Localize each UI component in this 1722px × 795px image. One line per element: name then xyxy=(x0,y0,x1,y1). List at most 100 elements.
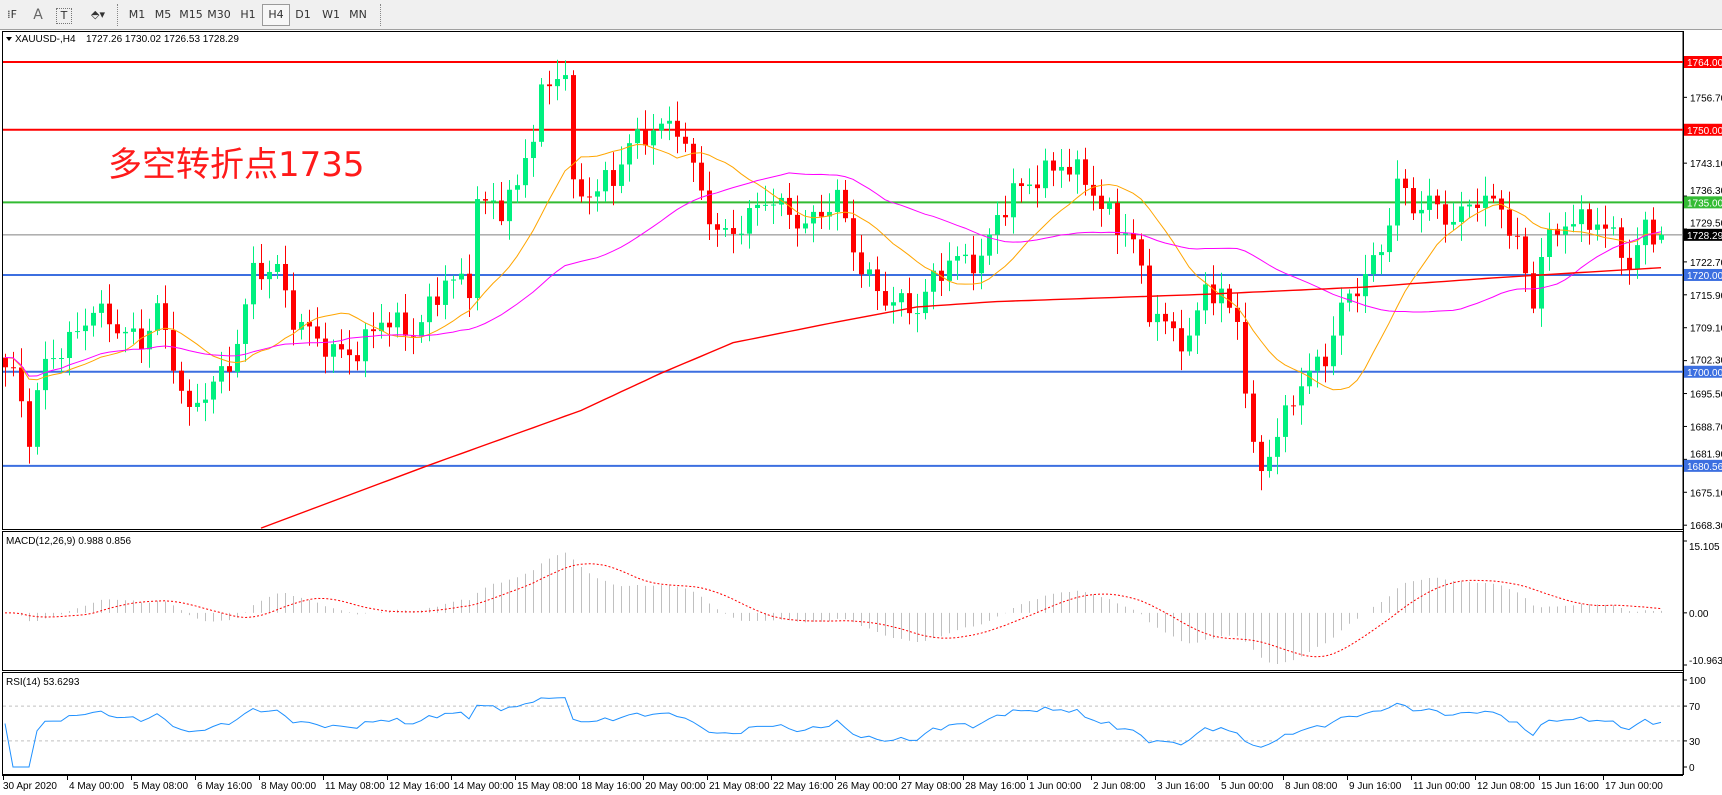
candle-body xyxy=(139,328,144,350)
level-price-badge xyxy=(1684,123,1722,136)
candle-body xyxy=(995,215,1000,235)
price-tick-label: 1722.70 xyxy=(1690,258,1722,269)
timeframe-w1-button[interactable]: W1 xyxy=(322,8,340,21)
candle-186 xyxy=(1491,183,1496,203)
candle-47 xyxy=(379,303,384,339)
candle-118 xyxy=(947,242,952,292)
arrows-tool-icon[interactable]: ⬘▾ xyxy=(91,8,105,21)
price-tick-label: 1681.90 xyxy=(1690,449,1722,460)
time-tick-label: 21 May 08:00 xyxy=(709,781,770,792)
candle-body xyxy=(1083,159,1088,185)
candle-body xyxy=(1603,224,1608,229)
candle-body xyxy=(1419,209,1424,214)
candle-body xyxy=(83,325,88,332)
candle-body xyxy=(1259,441,1264,472)
time-tick-label: 12 Jun 08:00 xyxy=(1477,781,1535,792)
timeframe-m30-button[interactable]: M30 xyxy=(207,8,231,21)
main-chart-panel[interactable] xyxy=(2,31,1684,530)
candle-70 xyxy=(563,60,568,91)
candle-172 xyxy=(1379,244,1384,275)
timeframe-h4-button[interactable]: H4 xyxy=(262,4,290,26)
timeframe-m15-button[interactable]: M15 xyxy=(179,8,203,21)
candle-body xyxy=(1651,219,1656,245)
candle-167 xyxy=(1339,287,1344,355)
candle-body xyxy=(1075,159,1080,175)
candle-body xyxy=(907,293,912,314)
candle-body xyxy=(747,208,752,234)
time-tick-label: 2 Jun 08:00 xyxy=(1093,781,1146,792)
candle-41 xyxy=(331,339,336,374)
candle-45 xyxy=(363,322,368,378)
candle-body xyxy=(947,260,952,281)
candle-148 xyxy=(1187,317,1192,356)
candle-body xyxy=(1659,234,1664,240)
candle-body xyxy=(419,322,424,337)
candle-body xyxy=(523,158,528,186)
candle-61 xyxy=(491,183,496,220)
candle-73 xyxy=(587,177,592,215)
candle-115 xyxy=(923,279,928,320)
candle-body xyxy=(1059,166,1064,171)
timeframe-m5-button[interactable]: M5 xyxy=(154,8,172,21)
grid-properties-icon[interactable]: ⁞F xyxy=(7,8,17,21)
candle-body xyxy=(443,280,448,305)
text-tool-icon[interactable]: A xyxy=(33,7,43,23)
timeframe-m1-button[interactable]: M1 xyxy=(128,8,146,21)
rsi-panel[interactable] xyxy=(2,672,1684,775)
candle-163 xyxy=(1307,353,1312,395)
candle-126 xyxy=(1011,168,1016,234)
candle-body xyxy=(347,349,352,356)
toolbar-separator xyxy=(117,4,120,26)
candle-123 xyxy=(987,228,992,265)
time-tick-label: 8 Jun 08:00 xyxy=(1285,781,1338,792)
candle-9 xyxy=(75,312,80,339)
candle-146 xyxy=(1171,312,1176,342)
candle-body xyxy=(1051,160,1056,171)
candle-90 xyxy=(723,218,728,237)
candle-138 xyxy=(1107,197,1112,215)
candle-body xyxy=(1611,227,1616,229)
candle-150 xyxy=(1203,272,1208,325)
time-tick-label: 8 May 00:00 xyxy=(261,781,316,792)
candle-body xyxy=(51,358,56,360)
candle-60 xyxy=(483,191,488,215)
text-label-tool-icon[interactable]: T xyxy=(56,8,72,24)
candle-78 xyxy=(627,134,632,182)
annotation-text: 多空转折点1735 xyxy=(108,145,365,185)
candle-176 xyxy=(1411,177,1416,220)
macd-tick-label: 15.105 xyxy=(1689,542,1720,553)
timeframe-d1-button[interactable]: D1 xyxy=(295,8,311,21)
candle-body xyxy=(1139,239,1144,266)
candle-body xyxy=(59,358,64,360)
candle-body xyxy=(819,211,824,217)
candle-33 xyxy=(267,260,272,299)
candle-body xyxy=(131,328,136,332)
candle-body xyxy=(1315,356,1320,371)
candle-72 xyxy=(579,163,584,203)
candle-196 xyxy=(1571,204,1576,233)
candle-37 xyxy=(299,313,304,340)
candle-184 xyxy=(1475,188,1480,222)
candle-body xyxy=(1395,178,1400,226)
candle-19 xyxy=(155,295,160,336)
candle-body xyxy=(1443,204,1448,225)
candle-body xyxy=(1339,302,1344,336)
timeframe-mn-button[interactable]: MN xyxy=(349,8,367,21)
candle-body xyxy=(755,204,760,209)
timeframe-h1-button[interactable]: H1 xyxy=(240,8,256,21)
collapse-triangle-icon[interactable] xyxy=(6,37,12,41)
candle-body xyxy=(1347,293,1352,303)
candle-135 xyxy=(1083,147,1088,196)
candle-body xyxy=(99,303,104,313)
price-tick-label: 1756.70 xyxy=(1690,93,1722,104)
candle-153 xyxy=(1227,284,1232,314)
macd-panel[interactable] xyxy=(2,531,1684,671)
candle-132 xyxy=(1059,149,1064,188)
candle-body xyxy=(867,269,872,275)
level-price-badge xyxy=(1684,459,1722,472)
candle-body xyxy=(179,370,184,391)
candle-162 xyxy=(1299,367,1304,425)
candle-99 xyxy=(795,195,800,247)
candle-87 xyxy=(699,146,704,200)
